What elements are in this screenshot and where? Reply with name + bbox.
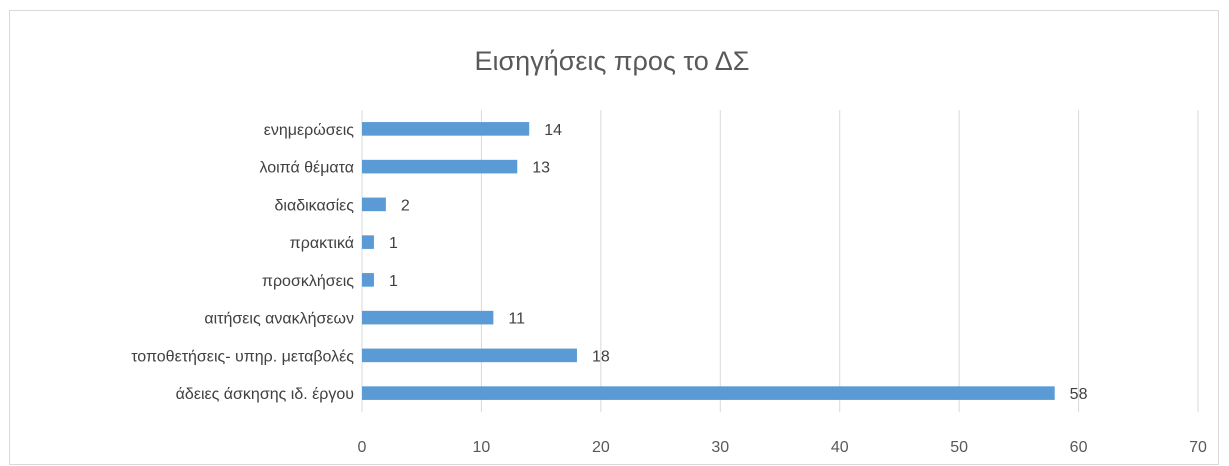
bar (362, 310, 494, 325)
tick-labels: 0 10 20 30 40 50 60 70 (358, 439, 1207, 456)
x-tick-label: 0 (358, 439, 367, 456)
bar (362, 122, 530, 136)
x-tick-label: 50 (950, 439, 968, 456)
category-label: λοιπά θέματα (259, 160, 354, 177)
data-label: 1 (389, 235, 398, 252)
x-tick-label: 10 (473, 439, 491, 456)
data-label: 58 (1070, 386, 1088, 403)
data-label: 1 (389, 273, 398, 290)
x-tick-label: 20 (592, 439, 610, 456)
data-label: 14 (544, 122, 562, 139)
category-label: τοποθετήσεις- υπηρ. μεταβολές (131, 348, 354, 365)
category-label: πρακτικά (290, 235, 354, 252)
bar (362, 235, 374, 249)
bar (362, 386, 1055, 400)
data-label: 11 (508, 311, 525, 328)
category-label: προσκλήσεις (262, 273, 354, 290)
bar (362, 197, 386, 212)
category-label: διαδικασίες (275, 197, 355, 214)
bar-layer (362, 122, 1055, 400)
data-label: 2 (401, 197, 410, 214)
grid-layer (361, 110, 1199, 412)
x-tick-label: 40 (831, 439, 849, 456)
category-label: άδειες άσκησης ιδ. έργου (176, 386, 354, 403)
category-label: ενημερώσεις (264, 122, 355, 139)
chart-title: Εισηγήσεις προς το ΔΣ (475, 46, 750, 76)
bar (362, 273, 374, 287)
x-tick-label: 60 (1070, 439, 1088, 456)
x-tick-label: 30 (711, 439, 729, 456)
bar (362, 159, 518, 174)
category-labels: ενημερώσεις λοιπά θέματα διαδικασίες πρακτι… (131, 122, 354, 403)
data-label: 18 (592, 348, 610, 365)
category-label: αιτήσεις ανακλήσεων (204, 311, 354, 328)
bar (362, 348, 577, 363)
x-tick-label: 70 (1189, 439, 1207, 456)
data-label: 13 (532, 160, 550, 177)
